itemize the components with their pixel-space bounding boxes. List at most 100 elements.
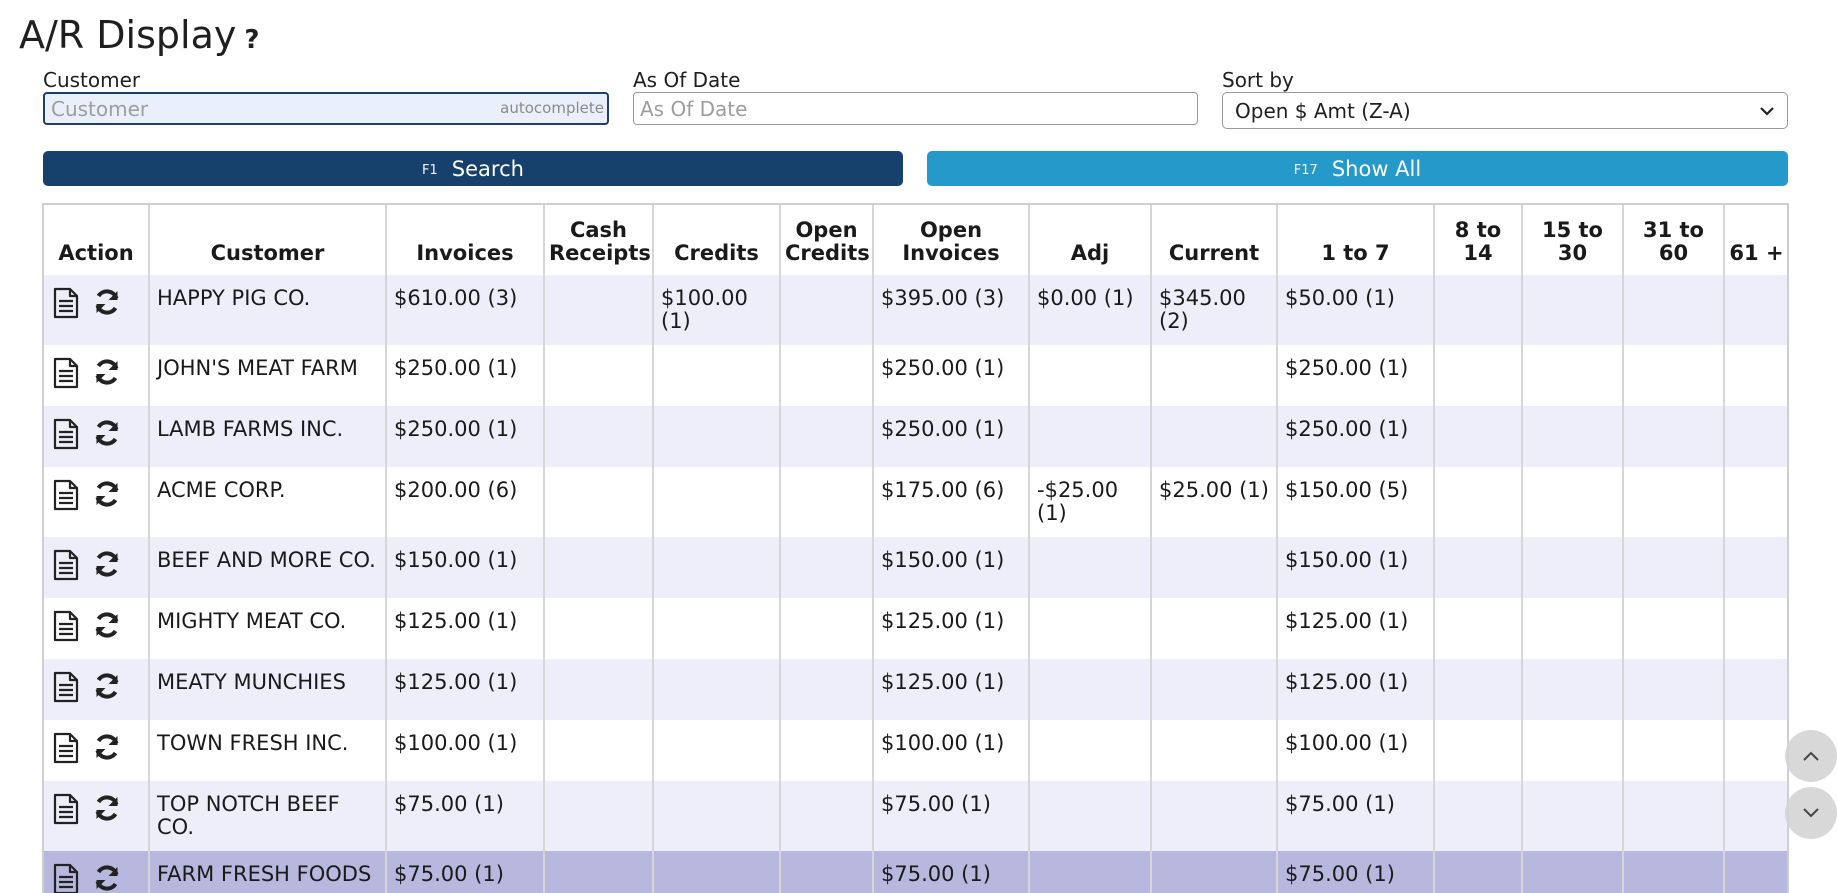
document-icon[interactable]: [52, 418, 80, 455]
asof-date-input[interactable]: [634, 93, 1197, 124]
asof-label: As Of Date: [633, 68, 741, 92]
cell-current: [1151, 781, 1278, 851]
col-header-customer[interactable]: Customer: [149, 205, 387, 275]
cell-d1-7: $250.00 (1): [1277, 345, 1435, 406]
cell-d8-14: [1434, 851, 1523, 893]
cell-d31-60: [1623, 467, 1725, 537]
refresh-icon[interactable]: [92, 863, 122, 893]
col-header-61-plus[interactable]: 61 +: [1724, 205, 1787, 275]
col-header-8-to-14[interactable]: 8 to 14: [1434, 205, 1523, 275]
customer-input[interactable]: [45, 94, 607, 123]
cell-open-credits: [780, 467, 874, 537]
table-row[interactable]: MEATY MUNCHIES $125.00 (1) $125.00 (1) $125…: [44, 659, 1787, 720]
cell-open-invoices: $75.00 (1): [873, 851, 1030, 893]
cell-current: [1151, 345, 1278, 406]
cell-d8-14: [1434, 537, 1523, 598]
col-header-invoices[interactable]: Invoices: [386, 205, 545, 275]
cell-adj: [1029, 345, 1152, 406]
table-row[interactable]: ACME CORP. $200.00 (6) $175.00 (6) -$25.00 …: [44, 467, 1787, 537]
ar-table-container[interactable]: Action Customer Invoices Cash Receipts C…: [42, 203, 1789, 893]
table-row[interactable]: TOWN FRESH INC. $100.00 (1) $100.00 (1) $10…: [44, 720, 1787, 781]
cell-adj: [1029, 598, 1152, 659]
col-header-1-to-7[interactable]: 1 to 7: [1277, 205, 1435, 275]
cell-d15-30: [1522, 467, 1624, 537]
cell-credits: [653, 720, 781, 781]
table-row[interactable]: BEEF AND MORE CO. $150.00 (1) $150.00 (1) $…: [44, 537, 1787, 598]
table-row[interactable]: FARM FRESH FOODS $75.00 (1) $75.00 (1) $75.…: [44, 851, 1787, 893]
col-header-current[interactable]: Current: [1151, 205, 1278, 275]
cell-adj: [1029, 659, 1152, 720]
cell-cash-receipts: [544, 851, 654, 893]
cell-open-invoices: $75.00 (1): [873, 781, 1030, 851]
cell-credits: $100.00 (1): [653, 275, 781, 345]
cell-customer: MIGHTY MEAT CO.: [149, 598, 387, 659]
cell-invoices: $250.00 (1): [386, 345, 545, 406]
refresh-icon[interactable]: [92, 479, 122, 514]
refresh-icon[interactable]: [92, 357, 122, 392]
col-header-open-invoices[interactable]: Open Invoices: [873, 205, 1030, 275]
document-icon[interactable]: [52, 549, 80, 586]
cell-d15-30: [1522, 720, 1624, 781]
row-actions: [44, 659, 150, 720]
cell-customer: BEEF AND MORE CO.: [149, 537, 387, 598]
cell-d31-60: [1623, 345, 1725, 406]
cell-open-credits: [780, 598, 874, 659]
cell-d1-7: $75.00 (1): [1277, 781, 1435, 851]
document-icon[interactable]: [52, 793, 80, 830]
refresh-icon[interactable]: [92, 418, 122, 453]
document-icon[interactable]: [52, 479, 80, 516]
cell-invoices: $125.00 (1): [386, 659, 545, 720]
col-header-31-to-60[interactable]: 31 to 60: [1623, 205, 1725, 275]
document-icon[interactable]: [52, 610, 80, 647]
cell-d1-7: $150.00 (1): [1277, 537, 1435, 598]
cell-invoices: $150.00 (1): [386, 537, 545, 598]
page-title-text: A/R Display: [19, 13, 237, 57]
document-icon[interactable]: [52, 732, 80, 769]
help-icon[interactable]: ?: [244, 25, 260, 55]
scroll-up-button[interactable]: [1785, 730, 1837, 782]
cell-adj: [1029, 851, 1152, 893]
col-header-15-to-30[interactable]: 15 to 30: [1522, 205, 1624, 275]
cell-d31-60: [1623, 275, 1725, 345]
cell-d15-30: [1522, 781, 1624, 851]
col-header-credits[interactable]: Credits: [653, 205, 781, 275]
row-actions: [44, 851, 150, 893]
document-icon[interactable]: [52, 671, 80, 708]
document-icon[interactable]: [52, 287, 80, 324]
table-row[interactable]: TOP NOTCH BEEF CO. $75.00 (1) $75.00 (1) $7…: [44, 781, 1787, 851]
table-row[interactable]: LAMB FARMS INC. $250.00 (1) $250.00 (1) $25…: [44, 406, 1787, 467]
show-all-button[interactable]: F17 Show All: [927, 151, 1788, 186]
refresh-icon[interactable]: [92, 610, 122, 645]
refresh-icon[interactable]: [92, 287, 122, 322]
cell-open-credits: [780, 851, 874, 893]
document-icon[interactable]: [52, 357, 80, 394]
show-all-hotkey: F17: [1293, 163, 1318, 178]
cell-customer: LAMB FARMS INC.: [149, 406, 387, 467]
cell-d8-14: [1434, 467, 1523, 537]
document-icon[interactable]: [52, 863, 80, 893]
row-actions: [44, 781, 150, 851]
col-header-cash-receipts[interactable]: Cash Receipts: [544, 205, 654, 275]
refresh-icon[interactable]: [92, 671, 122, 706]
col-header-adj[interactable]: Adj: [1029, 205, 1152, 275]
cell-d31-60: [1623, 659, 1725, 720]
scroll-down-button[interactable]: [1785, 787, 1837, 839]
cell-credits: [653, 467, 781, 537]
cell-customer: JOHN'S MEAT FARM: [149, 345, 387, 406]
cell-cash-receipts: [544, 598, 654, 659]
refresh-icon[interactable]: [92, 793, 122, 828]
cell-customer: MEATY MUNCHIES: [149, 659, 387, 720]
refresh-icon[interactable]: [92, 549, 122, 584]
table-row[interactable]: HAPPY PIG CO. $610.00 (3) $100.00 (1) $395.…: [44, 275, 1787, 345]
search-button[interactable]: F1 Search: [43, 151, 903, 186]
sort-filter: Sort by Open $ Amt (Z-A): [1222, 68, 1788, 129]
table-row[interactable]: MIGHTY MEAT CO. $125.00 (1) $125.00 (1) $12…: [44, 598, 1787, 659]
table-row[interactable]: JOHN'S MEAT FARM $250.00 (1) $250.00 (1) $2…: [44, 345, 1787, 406]
refresh-icon[interactable]: [92, 732, 122, 767]
cell-customer: FARM FRESH FOODS: [149, 851, 387, 893]
cell-invoices: $100.00 (1): [386, 720, 545, 781]
col-header-open-credits[interactable]: Open Credits: [780, 205, 874, 275]
cell-d8-14: [1434, 720, 1523, 781]
search-button-label: Search: [451, 156, 524, 181]
sort-select[interactable]: Open $ Amt (Z-A): [1222, 92, 1788, 129]
